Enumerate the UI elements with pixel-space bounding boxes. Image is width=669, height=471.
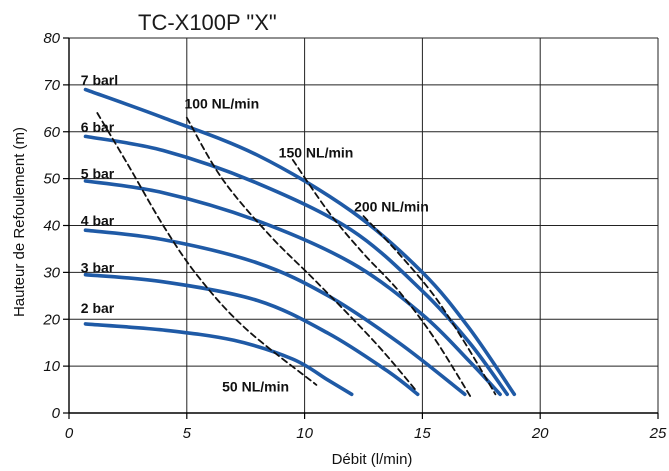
curve-label: 7 barl (81, 72, 118, 88)
series-line-150-nl-min (291, 159, 473, 400)
grid (68, 37, 659, 414)
y-tick-labels: 0 10 20 30 40 50 60 70 80 (42, 30, 69, 422)
series-line-4-bar (83, 228, 467, 397)
y-tick-label: 10 (43, 358, 60, 375)
series-line-100-nl-min (185, 116, 417, 391)
curve-label: 6 bar (81, 119, 115, 135)
y-tick-label: 50 (43, 171, 60, 188)
curve-label: 50 NL/min (222, 378, 289, 394)
x-axis-label: Débit (l/min) (332, 451, 413, 468)
y-tick-label: 40 (43, 218, 60, 235)
curve-label: 150 NL/min (279, 145, 354, 161)
x-tick-labels: 0 5 10 15 20 25 (65, 413, 667, 442)
curve-labels: 7 barl 6 bar 5 bar 4 bar 3 bar 2 bar 100 NL/mi… (81, 72, 429, 395)
y-tick-label: 20 (42, 311, 60, 328)
x-tick-label: 0 (65, 425, 74, 442)
series-line-50-nl-min (96, 112, 318, 386)
y-tick-label: 70 (43, 77, 60, 94)
y-tick-label: 60 (43, 124, 60, 141)
y-axis-label: Hauteur de Refoulement (m) (11, 127, 28, 317)
curve-label: 5 bar (81, 166, 115, 182)
curve-label: 200 NL/min (354, 198, 429, 214)
series-line-6-bar (83, 134, 509, 397)
x-tick-label: 10 (296, 425, 313, 442)
curve-label: 100 NL/min (184, 95, 259, 111)
y-tick-label: 80 (43, 30, 60, 47)
curve-label: 3 bar (81, 259, 115, 275)
series-line-7-barl (83, 87, 517, 397)
x-tick-label: 25 (649, 425, 667, 442)
curve-label: 4 bar (81, 213, 115, 229)
y-tick-label: 30 (43, 264, 60, 281)
series-line-2-bar (83, 322, 354, 397)
x-tick-label: 15 (414, 425, 431, 442)
curves (83, 87, 517, 400)
curve-label: 2 bar (81, 300, 115, 316)
series-line-5-bar (83, 179, 502, 397)
x-tick-label: 20 (531, 425, 549, 442)
series-line-3-bar (83, 272, 420, 397)
y-tick-label: 0 (52, 405, 61, 422)
series-line-200-nl-min (362, 215, 497, 396)
x-tick-label: 5 (183, 425, 192, 442)
chart-title: TC-X100P "X" (138, 10, 277, 35)
